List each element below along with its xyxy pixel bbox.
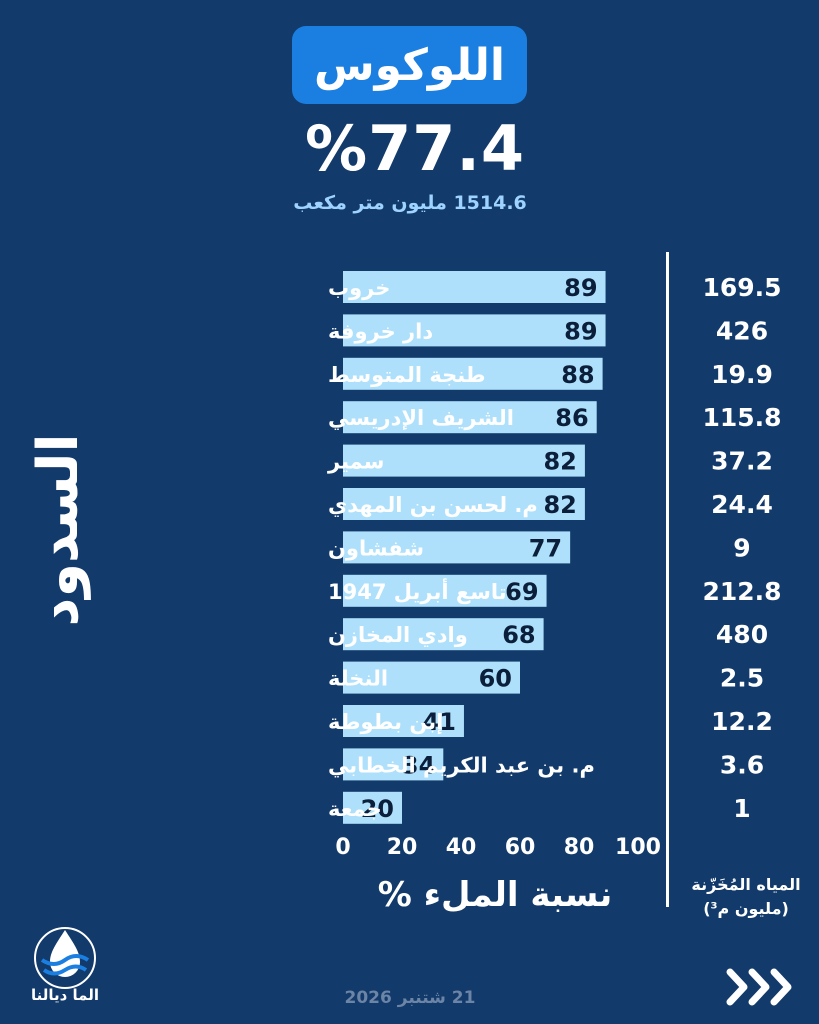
region-name: اللوكوس <box>313 39 506 91</box>
category-label: وادي المخازن <box>328 623 468 648</box>
x-tick-label: 60 <box>505 835 536 860</box>
x-tick-label: 80 <box>564 835 595 860</box>
category-label: النخلة <box>328 667 388 691</box>
bar <box>343 531 571 564</box>
bar <box>343 444 585 477</box>
bar-value-label: 86 <box>555 404 588 432</box>
stored-volume-label: 115.8 <box>702 403 781 432</box>
stored-volume-label: 169.5 <box>702 273 781 302</box>
bar-value-label: 89 <box>564 317 597 345</box>
fill-percent: %77.4 <box>304 111 526 185</box>
stored-volume-label: 9 <box>733 533 750 562</box>
total-volume: 1514.6 مليون متر مكعب <box>293 192 527 214</box>
bar <box>343 705 464 737</box>
bar-value-label: 60 <box>479 665 512 693</box>
region-badge: اللوكوس <box>292 26 527 104</box>
x-tick-label: 0 <box>335 835 350 860</box>
bar <box>343 618 544 651</box>
bar-value-label: 77 <box>529 534 562 562</box>
x-tick-label: 100 <box>615 835 661 860</box>
storage-title-line1: المياه المُخَزّنة <box>691 875 801 894</box>
x-tick-label: 20 <box>387 835 418 860</box>
category-label: دار خروفة <box>328 319 433 343</box>
category-label: إبن بطوطة <box>328 710 443 734</box>
category-label: م. لحسن بن المهدي <box>328 493 538 518</box>
stored-volume-label: 3.6 <box>720 750 764 779</box>
stored-volume-label: 12.2 <box>711 707 773 736</box>
x-tick-label: 40 <box>446 835 477 860</box>
publish-date: 21 شتنبر 2026 <box>344 988 476 1008</box>
category-label: م. بن عبد الكريم الخطابي <box>328 753 595 777</box>
stored-volume-label: 37.2 <box>711 447 773 476</box>
bar <box>343 314 606 347</box>
bar <box>343 791 402 824</box>
storage-column-title: المياه المُخَزّنة (مليون م³) <box>676 873 816 921</box>
bar-value-label: 89 <box>564 274 597 302</box>
category-label: الشريف الإدريسي <box>328 406 514 430</box>
stored-volume-label: 24.4 <box>711 490 773 519</box>
bar-value-label: 69 <box>505 578 538 606</box>
stored-volume-label: 2.5 <box>720 664 764 693</box>
category-label: جمعة <box>328 797 382 821</box>
bar-value-label: 82 <box>543 448 576 476</box>
next-arrows-icon[interactable] <box>724 962 804 1012</box>
bar-value-label: 34 <box>402 751 435 779</box>
bar <box>343 271 606 303</box>
bar <box>343 488 585 520</box>
bar-value-label: 82 <box>543 491 576 519</box>
storage-title-line2: (مليون م³) <box>703 899 789 918</box>
category-label: شفشاون <box>328 536 424 560</box>
bar <box>343 574 547 607</box>
stored-volume-label: 1 <box>733 794 750 823</box>
bar <box>343 357 603 390</box>
bar <box>343 661 520 694</box>
x-axis-title: نسبة الملء % <box>377 875 613 915</box>
category-label: سمير <box>327 450 384 474</box>
category-label: خروب <box>328 276 390 300</box>
bar <box>343 748 444 781</box>
stored-volume-label: 480 <box>716 620 768 649</box>
bar-value-label: 68 <box>502 621 535 649</box>
bar-value-label: 41 <box>423 708 456 736</box>
bar-value-label: 20 <box>361 795 394 823</box>
water-drop-logo-icon <box>34 927 96 989</box>
bar-value-label: 88 <box>561 361 594 389</box>
stored-volume-label: 426 <box>716 316 768 345</box>
stored-volume-label: 19.9 <box>711 360 773 389</box>
category-label: طنجة المتوسط <box>328 363 486 387</box>
category-label: تاسع أبريل 1947 <box>328 577 507 604</box>
column-divider <box>666 252 669 907</box>
bar <box>343 401 597 434</box>
brand-name: الما ديالنا <box>30 986 100 1004</box>
stored-volume-label: 212.8 <box>702 577 781 606</box>
